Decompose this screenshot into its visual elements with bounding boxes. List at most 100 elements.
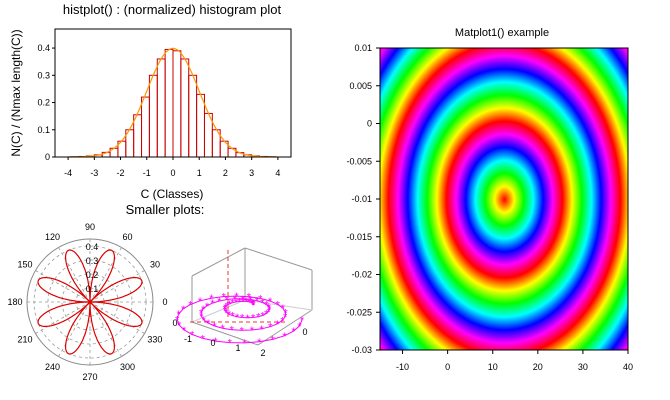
polar-grid-spoke — [89, 247, 122, 303]
param3d-marker: * — [280, 315, 285, 327]
param3d-marker: * — [245, 313, 250, 325]
param3d-marker: * — [210, 298, 215, 310]
param3d-marker: * — [267, 304, 272, 316]
param3d-marker: * — [205, 301, 210, 313]
histogram-curve — [68, 47, 278, 158]
param3d-marker: * — [264, 300, 269, 312]
param3d-marker: * — [233, 294, 238, 306]
histogram-y-tick-label: 0.1 — [37, 125, 50, 135]
polar-radius-label: 0.4 — [86, 242, 99, 252]
polar-grid-spoke — [89, 270, 145, 303]
matplot-x-tick-label: 20 — [533, 362, 543, 372]
param3d-marker: * — [264, 309, 269, 321]
param3d-marker: * — [268, 322, 273, 334]
param3d-marker: * — [249, 297, 254, 309]
param3d-marker: * — [283, 307, 288, 319]
polar-grid-spoke — [58, 247, 91, 303]
polar-angle-label: 300 — [120, 362, 135, 372]
polar-angle-label: 150 — [18, 260, 33, 270]
param3d-marker: * — [255, 296, 260, 308]
param3d-marker: * — [251, 312, 256, 324]
histogram-y-tick-label: 0.3 — [37, 70, 50, 80]
param3d-marker: * — [223, 304, 228, 316]
histogram-bar — [196, 93, 205, 158]
polar-radius-label: 0.3 — [86, 256, 99, 266]
param3d-marker: * — [225, 295, 230, 307]
histogram-x-tick-label: 2 — [223, 168, 228, 178]
polar-angle-label: 120 — [45, 232, 60, 242]
histogram-x-ticks: -4 -3 -2 -1 0 1 2 3 4 — [64, 157, 280, 178]
param3d-box-edge — [257, 309, 313, 346]
param3d-marker: * — [241, 296, 246, 308]
param3d-marker: * — [223, 302, 228, 314]
param3d-marker: * — [224, 307, 229, 319]
histogram-title: histplot() : (normalized) histogram plot — [63, 2, 282, 17]
param3d-x-tick-label: -1 — [184, 334, 192, 344]
matplot-x-ticks: -10 0 10 20 30 40 — [396, 350, 633, 372]
histogram-y-tick-label: 0.2 — [37, 98, 50, 108]
param3d-marker: * — [250, 298, 255, 310]
param3d-marker: * — [201, 333, 206, 345]
param3d-marker: * — [259, 324, 264, 336]
matplot-panel: Matplot1() example -10 0 10 20 30 40 0.01 0.00… — [346, 27, 633, 372]
param3d-box-edge — [244, 247, 313, 271]
polar-rose-curve — [37, 249, 143, 355]
param3d-marker: * — [251, 300, 256, 312]
param3d-marker: * — [247, 297, 252, 309]
matplot-y-tick-label: -0.025 — [346, 307, 372, 317]
param3d-marker: * — [209, 293, 214, 305]
param3d-marker: * — [202, 315, 207, 327]
param3d-marker: * — [267, 302, 272, 314]
histogram-bar — [164, 48, 174, 158]
param3d-marker: * — [282, 331, 287, 343]
polar-grid-spoke — [89, 301, 122, 357]
polar-grid-spoke — [89, 301, 145, 334]
polar-grid-spoke — [58, 301, 91, 357]
param3d-marker: * — [242, 338, 247, 350]
polar-grid-spoke — [35, 301, 91, 334]
param3d-marker: * — [291, 326, 296, 338]
matplot-y-tick-label: 0.005 — [349, 81, 372, 91]
param3d-x-tick-label: 0 — [210, 338, 215, 348]
polar-radius-label: 0.2 — [86, 270, 99, 280]
param3d-marker: * — [206, 318, 211, 330]
param3d-marker: * — [199, 308, 204, 320]
param3d-plot: ****************** * * * * * * * ***************… — [172, 247, 313, 358]
polar-angle-label: 60 — [122, 232, 132, 242]
param3d-box-edge — [191, 321, 259, 346]
matplot-image-container — [380, 48, 628, 350]
matplot-y-tick-label: 0 — [367, 119, 372, 129]
matplot-y-tick-label: -0.005 — [346, 156, 372, 166]
param3d-marker: * — [177, 320, 182, 332]
polar-angle-label: 270 — [82, 372, 97, 382]
param3d-marker: * — [190, 330, 195, 342]
param3d-marker: * — [241, 294, 246, 306]
matplot-x-tick-label: -10 — [396, 362, 409, 372]
param3d-marker: * — [251, 299, 256, 311]
param3d-marker: * — [250, 325, 255, 337]
matplot-x-tick-label: 40 — [623, 362, 633, 372]
histogram-bar — [172, 50, 182, 158]
param3d-marker: * — [198, 296, 203, 308]
param3d-marker: * — [266, 307, 271, 319]
param3d-marker: * — [188, 299, 193, 311]
param3d-marker: * — [258, 293, 263, 305]
param3d-marker: * — [247, 292, 252, 304]
param3d-marker: * — [234, 297, 239, 309]
matplot-image — [380, 48, 628, 350]
param3d-y-tick-label: 0 — [302, 327, 307, 337]
param3d-marker: * — [213, 336, 218, 348]
param3d-box-edge — [191, 247, 246, 277]
param3d-marker: * — [235, 312, 240, 324]
param3d-z-tick-label: 0 — [172, 318, 177, 328]
param3d-marker: * — [230, 325, 235, 337]
param3d-box-edge — [191, 299, 246, 323]
param3d-marker: * — [199, 311, 204, 323]
polar-angle-label: 330 — [147, 335, 162, 345]
param3d-x-tick-label: 2 — [260, 348, 265, 358]
param3d-marker: * — [228, 338, 233, 350]
param3d-curve — [176, 295, 303, 344]
param3d-marker: * — [251, 299, 256, 311]
param3d-marker: * — [220, 323, 225, 335]
